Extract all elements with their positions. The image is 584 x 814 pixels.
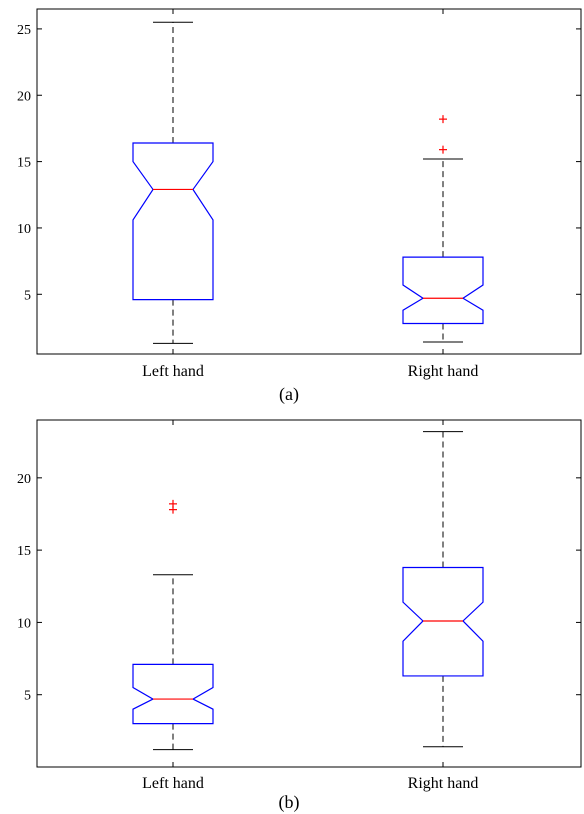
y-tick-label: 15 (17, 156, 31, 171)
chart-panel-b: 5 10 15 20 Left hand Right hand (b) (17, 419, 582, 813)
y-tick-label: 5 (24, 689, 31, 704)
y-tick-label: 15 (17, 544, 31, 559)
box-right-hand (402, 115, 484, 343)
y-tick-label: 5 (24, 288, 31, 303)
outlier-marker (169, 499, 177, 508)
outlier-marker (439, 115, 447, 124)
y-tick-label: 10 (17, 616, 31, 631)
box-right-hand (402, 431, 484, 748)
y-tick-label: 20 (17, 472, 31, 487)
panel-label: (b) (279, 792, 300, 813)
x-tick-label: Left hand (142, 775, 204, 792)
notched-box (402, 566, 484, 677)
x-tick-label: Right hand (408, 775, 479, 792)
box-left-hand (132, 21, 214, 344)
y-tick-label: 20 (17, 89, 31, 104)
notched-box (132, 663, 214, 725)
chart-panel-a: 5 10 15 20 25 Left hand Right hand (a) (17, 8, 582, 405)
x-tick-label: Right hand (408, 363, 479, 380)
y-tick-label: 10 (17, 222, 31, 237)
notched-box (132, 142, 214, 301)
y-tick-label: 25 (17, 23, 31, 38)
plot-frame (36, 8, 582, 355)
notched-box (402, 256, 484, 325)
box-left-hand (132, 499, 214, 751)
plot-frame (36, 419, 582, 768)
panel-label: (a) (279, 384, 299, 405)
x-tick-label: Left hand (142, 363, 204, 380)
outlier-marker (439, 145, 447, 154)
